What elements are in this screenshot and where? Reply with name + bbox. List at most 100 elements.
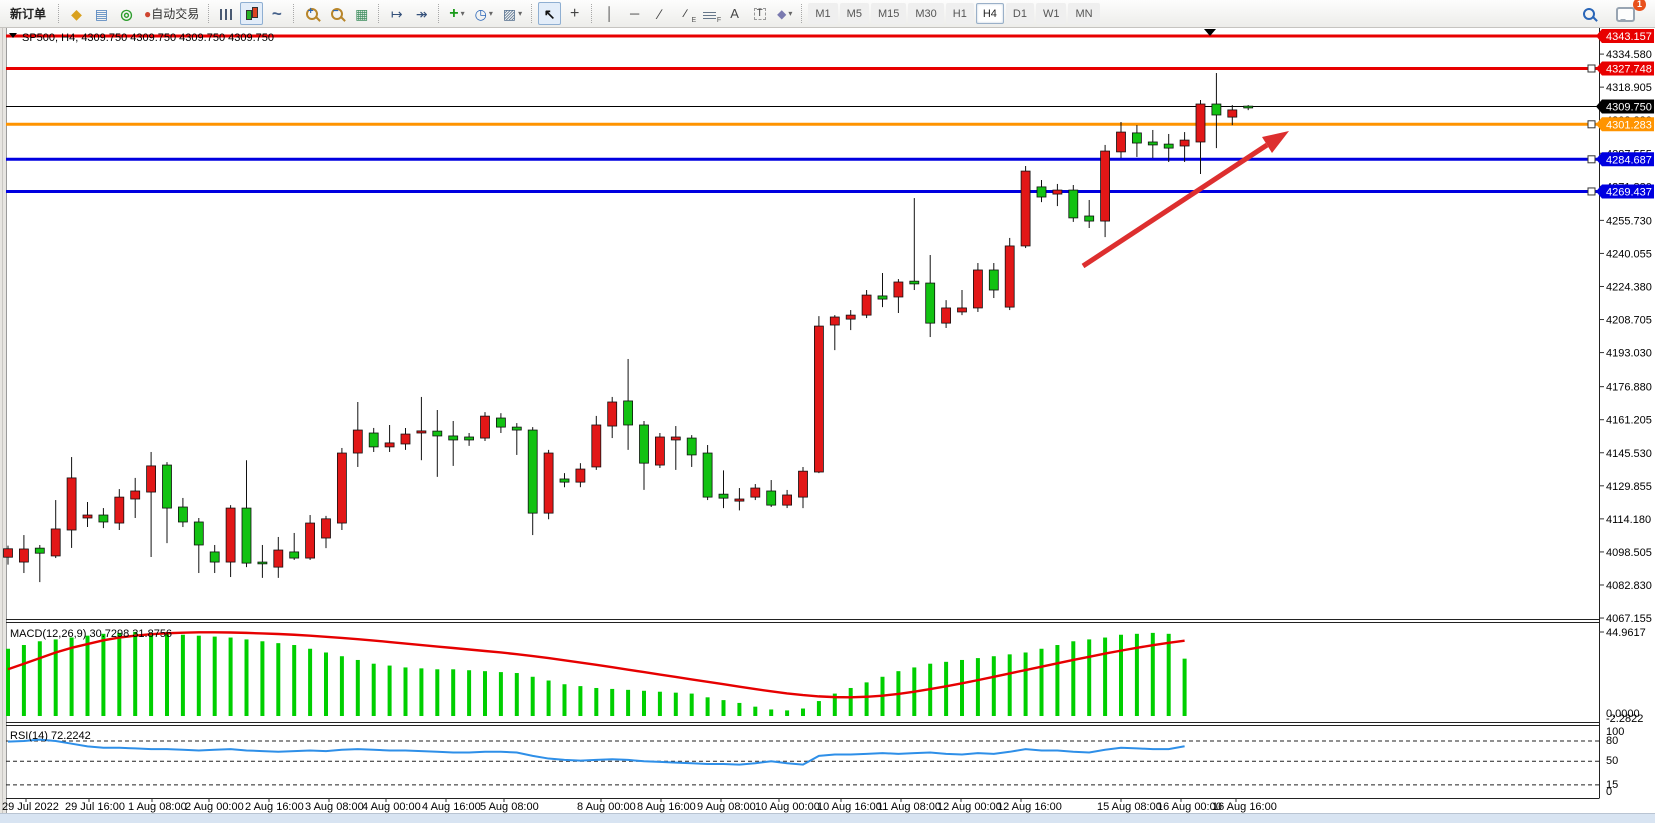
candle-body (1068, 189, 1079, 219)
clock-icon (475, 7, 487, 21)
candle-body (1211, 103, 1222, 116)
signal-icon (120, 7, 132, 21)
vertical-line-button[interactable] (598, 2, 621, 25)
line-chart-button[interactable] (265, 2, 288, 25)
candle-body (941, 307, 951, 324)
market-watch-icon (95, 7, 108, 21)
chart-menu-icon[interactable] (9, 33, 17, 38)
candle-body (241, 507, 252, 564)
svg-text:4 Aug 16:00: 4 Aug 16:00 (422, 801, 481, 813)
svg-text:12 Aug 00:00: 12 Aug 00:00 (937, 801, 1002, 813)
timeframe-button-m15[interactable]: M15 (870, 3, 907, 24)
candle-body (988, 269, 999, 291)
text-button[interactable] (723, 2, 746, 25)
market-watch-button[interactable] (90, 2, 113, 25)
svg-text:4309.750: 4309.750 (1606, 101, 1652, 113)
toolbar-separator (801, 4, 803, 23)
signal-button[interactable] (115, 2, 138, 25)
bar-chart-button[interactable] (215, 2, 238, 25)
channel-button[interactable] (673, 2, 696, 25)
toolbar-separator (293, 4, 295, 23)
svg-text:15 Aug 08:00: 15 Aug 08:00 (1097, 801, 1162, 813)
svg-text:4114.180: 4114.180 (1606, 514, 1651, 526)
candle-body (305, 522, 316, 559)
candle-body (1100, 150, 1110, 222)
tile-windows-button[interactable] (350, 2, 373, 25)
svg-text:0.0000: 0.0000 (1606, 708, 1640, 720)
svg-text:44.9617: 44.9617 (1606, 627, 1646, 639)
crosshair-button[interactable] (563, 2, 586, 25)
new-order-button[interactable]: 新订单 (3, 2, 53, 25)
svg-text:15: 15 (1606, 779, 1618, 791)
svg-text:4067.155: 4067.155 (1606, 613, 1652, 625)
candle-body (3, 548, 13, 558)
svg-text:29 Jul 16:00: 29 Jul 16:00 (65, 801, 125, 813)
candle-body (591, 424, 602, 468)
template-dropdown-button[interactable] (499, 2, 526, 25)
line-handle[interactable] (1587, 64, 1596, 73)
shapes-dropdown-button[interactable] (773, 2, 796, 25)
svg-text:10 Aug 00:00: 10 Aug 00:00 (755, 801, 820, 813)
horizontal-line-icon (630, 7, 639, 20)
svg-text:16 Aug 16:00: 16 Aug 16:00 (1212, 801, 1277, 813)
candlestick-chart-button[interactable] (240, 2, 264, 25)
price-lines[interactable] (6, 34, 1599, 193)
chart-title-group: SP500, H4, 4309.750 4309.750 4309.750 43… (9, 32, 274, 44)
chart-canvas[interactable]: 4334.5804318.9054303.2304287.5554271.880… (0, 28, 1655, 823)
new-chart-button[interactable] (445, 2, 468, 25)
tile-windows-icon (355, 7, 368, 21)
timeframe-button-mn[interactable]: MN (1068, 3, 1100, 24)
candle-body (273, 549, 284, 568)
candle-body (829, 316, 840, 326)
svg-text:8 Aug 00:00: 8 Aug 00:00 (577, 801, 636, 813)
candle-body (623, 400, 633, 426)
notifications-button[interactable]: 1 (1612, 0, 1646, 26)
toolbar-separator (438, 4, 440, 23)
svg-text:50: 50 (1606, 755, 1618, 767)
horizontal-line-button[interactable] (623, 2, 646, 25)
line-handle[interactable] (1587, 120, 1596, 129)
chart-shift-button[interactable] (385, 2, 408, 25)
cursor-button[interactable] (538, 2, 562, 25)
auto-scroll-button[interactable] (410, 2, 433, 25)
rsi-label: RSI(14) 72.2242 (10, 730, 91, 742)
svg-text:29 Jul 2022: 29 Jul 2022 (2, 801, 59, 813)
candle-body (655, 436, 665, 466)
candle-body (575, 468, 586, 483)
auto-scroll-icon (416, 7, 428, 21)
period-dropdown-button[interactable] (471, 2, 497, 25)
trendline-button[interactable] (648, 2, 671, 25)
candle-body (82, 514, 93, 519)
timeframe-button-m30[interactable]: M30 (908, 3, 944, 24)
timeframe-button-w1[interactable]: W1 (1035, 3, 1067, 24)
timeframe-button-d1[interactable]: D1 (1005, 3, 1034, 24)
svg-text:4082.830: 4082.830 (1606, 580, 1652, 592)
search-icon (1582, 8, 1595, 20)
candle-body (384, 442, 395, 448)
line-handle[interactable] (1587, 187, 1596, 196)
timeframe-button-h1[interactable]: H1 (945, 3, 974, 24)
candle-body (495, 417, 506, 428)
line-handle[interactable] (1587, 155, 1596, 164)
text-label-button[interactable]: T (748, 2, 771, 25)
timeframe-button-m5[interactable]: M5 (839, 3, 869, 24)
candle-body (845, 314, 856, 320)
trend-arrow[interactable] (1081, 131, 1289, 269)
svg-text:8 Aug 16:00: 8 Aug 16:00 (637, 801, 696, 813)
chart-window[interactable]: 4334.5804318.9054303.2304287.5554271.880… (0, 28, 1655, 823)
timeframe-button-h4[interactable]: H4 (975, 3, 1004, 24)
svg-text:10 Aug 16:00: 10 Aug 16:00 (817, 801, 882, 813)
timeframe-button-m1[interactable]: M1 (808, 3, 838, 24)
zoom-in-button[interactable]: + (300, 2, 323, 25)
fibonacci-button[interactable] (698, 2, 721, 25)
svg-text:9 Aug 08:00: 9 Aug 08:00 (697, 801, 756, 813)
gold-pyramid-button[interactable] (65, 2, 88, 25)
candle-body (400, 433, 411, 445)
new-chart-icon (449, 6, 458, 22)
search-button[interactable] (1577, 3, 1600, 26)
auto-trading-button[interactable]: 自动交易 (140, 2, 203, 25)
zoom-out-button[interactable]: − (325, 2, 348, 25)
price-line-labels: 4343.157 4327.748 4309.750 4301.283 4284.687… (1587, 29, 1654, 199)
shapes-icon (777, 8, 786, 20)
